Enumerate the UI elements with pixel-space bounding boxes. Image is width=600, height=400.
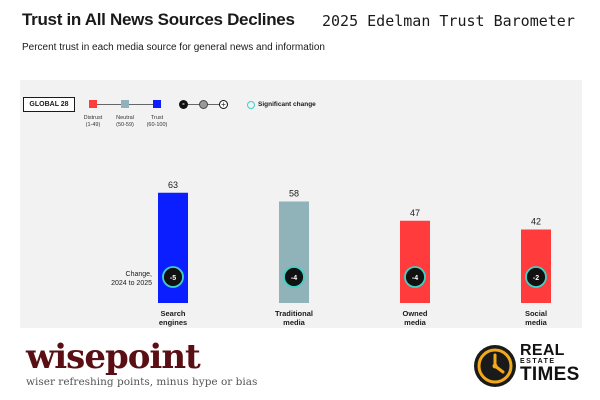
change-value-label: -4 bbox=[412, 275, 418, 282]
bar-chart: 63-5Searchengines58-4Traditionalmedia47-… bbox=[158, 180, 551, 327]
wisepoint-logo: wisepoint wiser refreshing points, minus… bbox=[26, 340, 257, 388]
wisepoint-logo-text: wisepoint bbox=[26, 337, 201, 377]
real-estate-times-logo: REAL ESTATE TIMES bbox=[472, 341, 582, 391]
legend-neutral-swatch bbox=[121, 100, 129, 108]
change-badge bbox=[162, 266, 184, 288]
chart-title: Trust in All News Sources Declines bbox=[22, 10, 295, 29]
category-label: Owned bbox=[402, 309, 427, 318]
change-badge bbox=[525, 266, 547, 288]
change-label: Change, 2024 to 2025 bbox=[111, 271, 152, 287]
category-label: engines bbox=[159, 318, 187, 327]
real-estate-times-text: REAL ESTATE TIMES bbox=[520, 342, 580, 385]
legend-distrust-label: Distrust (1-49) bbox=[83, 115, 103, 128]
legend-neutral-label: Neutral (50-59) bbox=[116, 115, 134, 128]
bar-value-label: 42 bbox=[531, 217, 541, 227]
significant-change-label: Significant change bbox=[258, 101, 316, 108]
minus-icon: - bbox=[179, 100, 188, 109]
neutral-dot-icon bbox=[199, 100, 208, 109]
change-value-label: -5 bbox=[170, 275, 176, 282]
legend-trust-label: Trust (60-100) bbox=[146, 115, 168, 128]
change-value-label: -4 bbox=[291, 275, 297, 282]
bar bbox=[400, 220, 430, 303]
change-badge bbox=[404, 266, 426, 288]
bar-value-label: 47 bbox=[410, 208, 420, 218]
source-label: 2025 Edelman Trust Barometer bbox=[322, 12, 575, 30]
change-badge bbox=[283, 266, 305, 288]
global-badge: GLOBAL 28 bbox=[23, 97, 75, 112]
bar-value-label: 63 bbox=[168, 180, 178, 190]
category-label: Traditional bbox=[275, 309, 313, 318]
legend-distrust-swatch bbox=[89, 100, 97, 108]
chart-panel: GLOBAL 28 Distrust (1-49) Neutral (50-59) … bbox=[20, 80, 582, 328]
category-label: media bbox=[283, 318, 306, 327]
wisepoint-tagline: wiser refreshing points, minus hype or b… bbox=[26, 376, 258, 388]
change-value-label: -2 bbox=[533, 275, 539, 282]
category-label: media bbox=[404, 318, 427, 327]
category-label: media bbox=[525, 318, 548, 327]
category-label: Search bbox=[160, 309, 185, 318]
plus-icon: + bbox=[219, 100, 228, 109]
clock-icon bbox=[474, 345, 516, 387]
significant-change-icon bbox=[247, 101, 255, 109]
chart-subtitle: Percent trust in each media source for g… bbox=[22, 42, 325, 53]
category-label: Social bbox=[525, 309, 547, 318]
bar-value-label: 58 bbox=[289, 189, 299, 199]
legend-trust-swatch bbox=[153, 100, 161, 108]
